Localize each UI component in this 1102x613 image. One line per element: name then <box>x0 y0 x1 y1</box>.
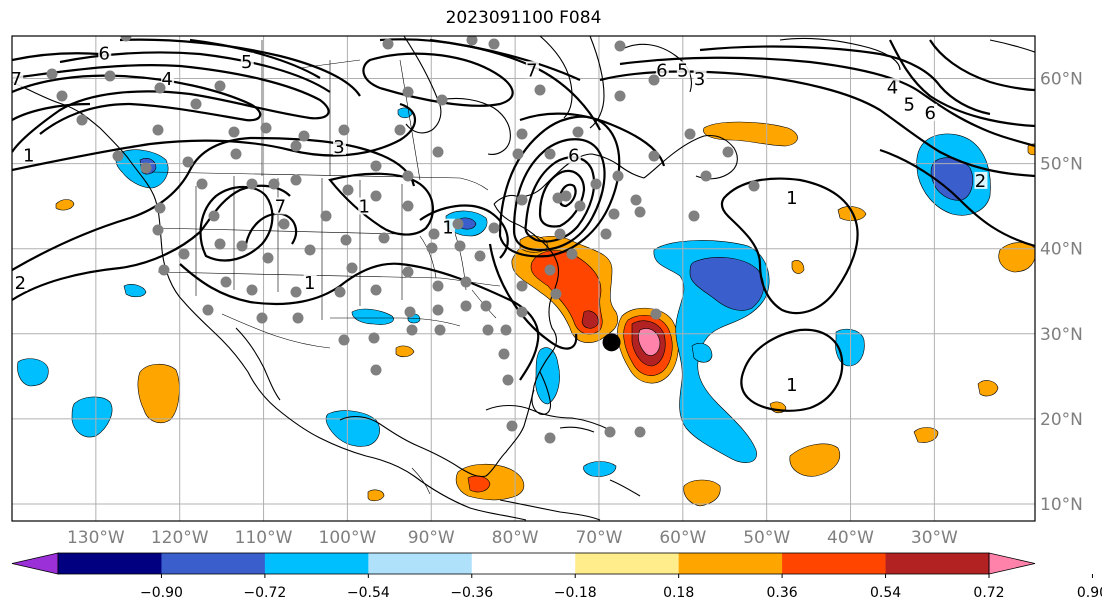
contour-label: 7 <box>526 60 537 81</box>
contour-label-bg <box>924 103 938 121</box>
longitude-tick-labels: 130°W 120°W 110°W 100°W 90°W 80°W 70°W 60°W 50°W… <box>67 528 958 548</box>
contour-label: 1 <box>23 145 34 166</box>
contour-label: 6 <box>99 43 110 64</box>
lat-tick-label: 10°N <box>1040 495 1083 515</box>
lon-tick-label: 60°W <box>659 528 706 548</box>
contour-label-bg <box>655 61 669 79</box>
lon-tick-label: 120°W <box>151 528 209 548</box>
contour-label-bg <box>333 137 347 155</box>
map-frame <box>11 35 1036 522</box>
lat-tick-label: 60°N <box>1040 70 1083 90</box>
contour-label: 1 <box>442 218 453 239</box>
lat-tick-label: 30°N <box>1040 325 1083 345</box>
contour-label: 6 <box>924 103 935 124</box>
lat-tick-label: 20°N <box>1040 410 1083 430</box>
colorbar-tick-label: 0.54 <box>870 585 901 601</box>
contour-label: 4 <box>161 69 172 90</box>
lon-tick-label: 80°W <box>492 528 539 548</box>
colorbar-tick-label: −0.54 <box>347 585 390 601</box>
coastlines <box>12 36 1035 521</box>
latitude-tick-labels: 10°N 20°N 30°N 40°N 50°N 60°N <box>1040 70 1083 515</box>
lon-tick-label: 130°W <box>67 528 125 548</box>
lon-tick-label: 50°W <box>743 528 790 548</box>
contour-label: 5 <box>241 52 252 73</box>
contour-label-bg <box>903 95 917 113</box>
colorbar-tick-label: 0.18 <box>663 585 694 601</box>
contour-label-bg <box>974 171 988 189</box>
contour-label: 1 <box>786 375 797 396</box>
lat-tick-label: 50°N <box>1040 155 1083 175</box>
map-title: 2023091100 F084 <box>445 8 602 28</box>
lon-tick-label: 90°W <box>408 528 455 548</box>
lon-tick-label: 100°W <box>319 528 377 548</box>
colorbar-tick-label: 0.72 <box>973 585 1004 601</box>
contour-label-bg <box>274 197 288 215</box>
contour-label-bg <box>161 69 175 87</box>
colorbar-tick-label: −0.36 <box>450 585 493 601</box>
contour-label: 7 <box>275 196 286 217</box>
contour-label: 4 <box>887 77 898 98</box>
contour-label: 1 <box>358 196 369 217</box>
colorbar-tick-label: −0.72 <box>243 585 286 601</box>
contour-label-bg <box>358 197 372 215</box>
contour-label: 2 <box>975 171 986 192</box>
contour-label-bg <box>886 78 900 96</box>
lat-tick-label: 40°N <box>1040 240 1083 260</box>
colorbar-tick-label: 0.36 <box>767 585 798 601</box>
colorbar-tick-label: −0.90 <box>140 585 183 601</box>
colorbar-tick-label: 0.90 <box>1077 585 1102 601</box>
contour-label-bg <box>12 69 24 87</box>
contour-label-bg <box>785 376 799 394</box>
contour-label: 2 <box>15 273 26 294</box>
contour-lines <box>12 38 1035 412</box>
political-borders <box>151 40 501 495</box>
contour-label: 6 <box>568 145 579 166</box>
contour-label: 5 <box>677 60 688 81</box>
contour-label-bg <box>525 61 539 79</box>
contour-label-bg <box>22 146 36 164</box>
storm-center-marker <box>602 333 621 352</box>
contour-label-bg <box>98 44 112 62</box>
lon-tick-label: 110°W <box>235 528 293 548</box>
lon-tick-label: 70°W <box>575 528 622 548</box>
contour-label-bg <box>303 274 317 292</box>
shaded-anomaly-fields <box>17 107 1035 507</box>
contour-label: 1 <box>304 273 315 294</box>
contour-label-bg <box>442 218 456 236</box>
contour-label-bg <box>785 188 799 206</box>
lon-tick-label: 40°W <box>827 528 874 548</box>
contour-label-bg <box>240 52 254 70</box>
contour-label: 6 <box>656 60 667 81</box>
contour-label-bg <box>14 274 28 292</box>
contour-label: 7 <box>10 69 21 90</box>
contour-label: 5 <box>903 94 914 115</box>
contour-label: 3 <box>694 69 705 90</box>
contour-label: 3 <box>333 137 344 158</box>
colorbar-tick-labels: −0.90 −0.72 −0.54 −0.36 −0.18 0.18 0.36 0.54 0.7… <box>140 574 1102 601</box>
colorbar-tick-label: −0.18 <box>554 585 597 601</box>
contour-label-bg <box>693 69 707 87</box>
observation-points <box>46 36 760 444</box>
contour-label-bg <box>567 146 581 164</box>
contour-label-bg <box>676 61 690 79</box>
lon-tick-label: 30°W <box>911 528 958 548</box>
contour-label: 1 <box>786 188 797 209</box>
